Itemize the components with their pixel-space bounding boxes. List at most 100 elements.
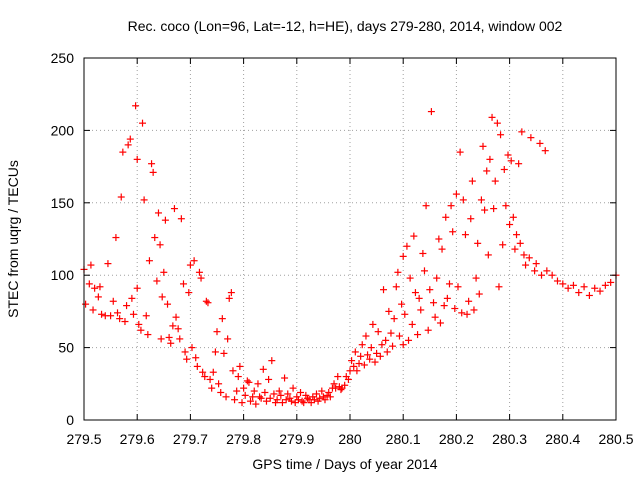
data-point bbox=[278, 399, 286, 407]
data-point bbox=[96, 283, 104, 291]
data-point bbox=[488, 113, 496, 121]
data-point bbox=[247, 397, 255, 405]
data-point bbox=[139, 119, 147, 127]
data-point bbox=[378, 341, 386, 349]
data-point bbox=[422, 202, 430, 210]
grid-lines bbox=[84, 58, 616, 420]
data-point bbox=[262, 397, 270, 405]
data-point bbox=[438, 245, 446, 253]
data-point bbox=[218, 315, 226, 323]
data-point bbox=[206, 375, 214, 383]
x-tick-label: 280.4 bbox=[545, 431, 580, 447]
data-point bbox=[231, 396, 239, 404]
data-point bbox=[220, 349, 228, 357]
axis-ticks bbox=[83, 57, 617, 421]
data-point bbox=[502, 202, 510, 210]
data-point bbox=[414, 331, 422, 339]
data-point bbox=[172, 313, 180, 321]
data-point bbox=[358, 341, 366, 349]
data-point bbox=[398, 300, 406, 308]
data-point bbox=[493, 119, 501, 127]
data-point bbox=[132, 102, 140, 110]
data-point bbox=[475, 290, 483, 298]
data-point bbox=[442, 213, 450, 221]
data-point bbox=[188, 344, 196, 352]
data-point bbox=[424, 326, 432, 334]
data-point bbox=[506, 221, 514, 229]
data-point bbox=[538, 271, 546, 279]
data-point bbox=[449, 228, 457, 236]
data-point bbox=[483, 167, 491, 175]
data-point bbox=[553, 277, 561, 285]
data-point bbox=[348, 357, 356, 365]
data-point bbox=[195, 268, 203, 276]
data-point bbox=[364, 351, 372, 359]
data-point bbox=[190, 257, 198, 265]
data-point bbox=[222, 393, 230, 401]
data-point bbox=[169, 322, 177, 330]
data-point bbox=[186, 261, 194, 269]
data-point bbox=[486, 155, 494, 163]
data-point bbox=[121, 318, 129, 326]
x-tick-label: 280.3 bbox=[492, 431, 527, 447]
data-point bbox=[405, 336, 413, 344]
data-point bbox=[410, 232, 418, 240]
data-point bbox=[326, 393, 334, 401]
data-point bbox=[142, 312, 150, 320]
data-point bbox=[451, 305, 459, 313]
data-point bbox=[461, 231, 469, 239]
data-point bbox=[452, 190, 460, 198]
y-tick-label: 250 bbox=[51, 50, 75, 66]
data-point bbox=[458, 309, 466, 317]
data-point bbox=[467, 215, 475, 223]
data-point bbox=[273, 396, 281, 404]
data-point bbox=[367, 344, 375, 352]
data-point bbox=[373, 349, 381, 357]
data-point bbox=[192, 354, 200, 362]
data-point bbox=[297, 388, 305, 396]
data-point bbox=[427, 108, 435, 116]
data-point bbox=[351, 348, 359, 356]
data-point bbox=[154, 209, 162, 217]
data-point bbox=[346, 367, 354, 375]
data-point bbox=[126, 135, 134, 143]
data-point bbox=[507, 157, 515, 165]
data-point bbox=[395, 332, 403, 340]
x-tick-label: 279.9 bbox=[279, 431, 314, 447]
data-point bbox=[268, 357, 276, 365]
data-point bbox=[209, 368, 217, 376]
data-point bbox=[181, 348, 189, 356]
data-point bbox=[266, 394, 274, 402]
data-point bbox=[531, 267, 539, 275]
data-point bbox=[135, 320, 143, 328]
data-point bbox=[376, 352, 384, 360]
data-point bbox=[199, 368, 207, 376]
data-point bbox=[360, 361, 368, 369]
data-point bbox=[515, 160, 523, 168]
data-point bbox=[366, 355, 374, 363]
data-point bbox=[394, 268, 402, 276]
data-point bbox=[249, 393, 257, 401]
x-tick-label: 280.2 bbox=[439, 431, 474, 447]
data-point bbox=[330, 380, 338, 388]
data-point bbox=[213, 328, 221, 336]
data-point bbox=[465, 297, 473, 305]
data-point bbox=[287, 397, 295, 405]
data-point bbox=[525, 254, 533, 262]
data-point bbox=[284, 390, 292, 398]
data-point bbox=[580, 283, 588, 291]
data-point bbox=[259, 365, 267, 373]
data-point bbox=[408, 320, 416, 328]
data-point bbox=[240, 384, 248, 392]
data-point bbox=[217, 388, 225, 396]
data-point bbox=[164, 300, 172, 308]
data-point bbox=[174, 325, 182, 333]
data-point bbox=[94, 293, 102, 301]
data-point bbox=[89, 306, 97, 314]
x-tick-label: 280.1 bbox=[386, 431, 421, 447]
data-point bbox=[176, 335, 184, 343]
data-point bbox=[215, 380, 223, 388]
data-point bbox=[527, 134, 535, 142]
data-point bbox=[491, 177, 499, 185]
data-point bbox=[419, 249, 427, 257]
